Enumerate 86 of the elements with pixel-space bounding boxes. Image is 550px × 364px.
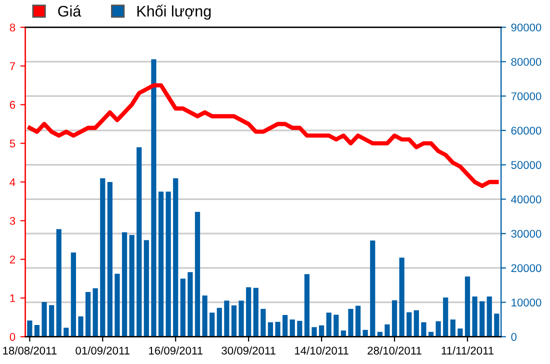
bar: [216, 308, 222, 337]
bar: [173, 178, 178, 337]
y-tick-label: 4: [10, 178, 16, 186]
y-tick-label: 7: [10, 62, 16, 70]
bar: [486, 296, 492, 337]
bar: [436, 321, 441, 337]
bar: [114, 274, 120, 337]
bar: [224, 300, 230, 337]
bar: [231, 305, 237, 337]
y2-tick-label: 20000: [511, 264, 542, 272]
y2-tick-label: 30000: [511, 230, 542, 238]
bar: [92, 288, 98, 337]
bar: [158, 192, 164, 337]
bar: [370, 240, 376, 337]
bar: [129, 234, 134, 337]
bar: [42, 302, 47, 337]
x-tick-label: 28/10/2011: [368, 346, 422, 355]
y-tick-label: 1: [10, 294, 16, 302]
bar: [406, 312, 412, 337]
bar: [275, 322, 280, 337]
bar: [122, 232, 128, 337]
y-tick-label: 5: [10, 140, 16, 148]
legend-label: Giá: [58, 5, 82, 17]
bar: [151, 59, 156, 337]
bar: [107, 182, 112, 337]
y-tick-label: 8: [10, 24, 16, 32]
x-tick-label: 11/11/2011: [442, 346, 494, 355]
y-tick-label: 2: [10, 256, 16, 264]
bar: [414, 310, 419, 337]
bar: [450, 320, 456, 337]
bar: [260, 308, 266, 337]
bar: [246, 287, 252, 337]
bar: [399, 258, 404, 337]
bar: [34, 325, 40, 337]
x-tick-label: 01/09/2011: [76, 346, 130, 355]
bar: [355, 306, 361, 337]
bar: [268, 322, 274, 337]
bar: [472, 296, 478, 337]
y2-tick-label: 40000: [511, 195, 542, 204]
bar: [464, 276, 470, 337]
bar: [348, 308, 354, 337]
bar: [194, 212, 200, 337]
y-tick-label: 6: [10, 100, 16, 109]
bar: [27, 320, 32, 337]
x-tick-label: 18/08/2011: [3, 346, 57, 355]
bar: [304, 274, 310, 337]
bar: [253, 288, 258, 337]
x-tick-label: 30/09/2011: [222, 346, 276, 355]
y2-tick-label: 0: [511, 332, 517, 341]
bar: [290, 320, 295, 337]
x-tick-label: 14/10/2011: [295, 346, 348, 355]
y2-tick-label: 80000: [511, 58, 542, 66]
y2-tick-label: 50000: [511, 161, 542, 169]
bar: [86, 292, 91, 337]
y2-tick-label: 90000: [511, 24, 542, 32]
bar: [202, 295, 208, 337]
legend-label: Khối lượng: [137, 4, 211, 20]
bar: [384, 324, 390, 337]
bar: [136, 147, 142, 337]
bar: [318, 325, 324, 337]
bar: [282, 315, 288, 337]
x-tick-label: 16/09/2011: [149, 346, 202, 355]
bar: [56, 229, 62, 337]
bar: [297, 320, 302, 337]
y2-tick-label: 70000: [511, 92, 542, 100]
bar: [392, 300, 398, 337]
bar: [421, 322, 426, 337]
y2-tick-label: 60000: [511, 126, 542, 135]
bar: [100, 178, 106, 337]
bar: [78, 316, 84, 337]
bar: [480, 301, 485, 337]
bar: [188, 272, 193, 337]
bar: [70, 252, 76, 337]
y2-tick-label: 10000: [512, 298, 542, 306]
bar: [144, 240, 149, 337]
bar: [312, 327, 317, 337]
y-tick-label: 0: [10, 332, 16, 341]
bar: [443, 298, 448, 337]
bar: [210, 312, 215, 337]
bar: [180, 278, 186, 337]
bar: [49, 305, 54, 337]
bar: [326, 312, 332, 337]
bar: [238, 300, 244, 337]
y-tick-label: 3: [10, 216, 16, 225]
bar: [334, 314, 339, 337]
bar: [166, 192, 171, 337]
